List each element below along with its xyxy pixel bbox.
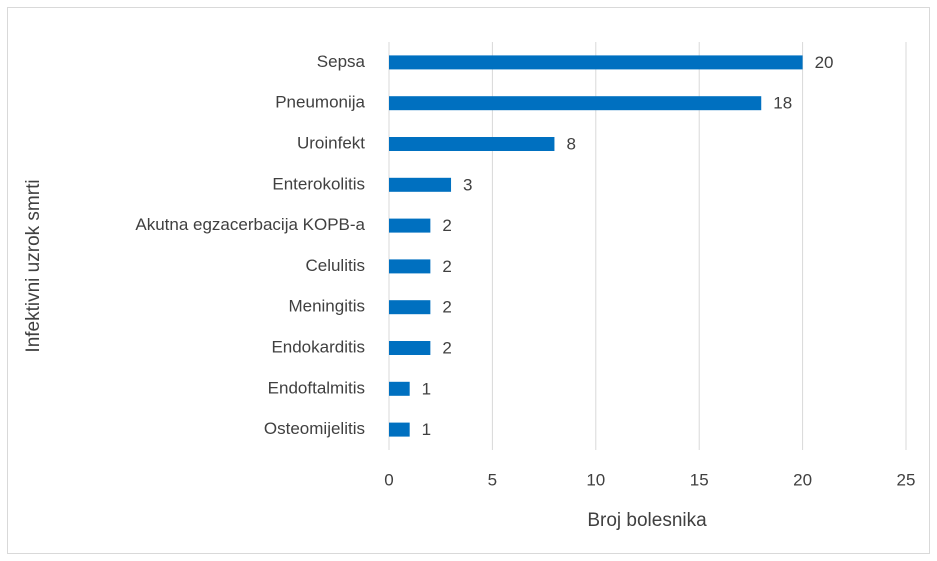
bar <box>389 96 762 111</box>
value-label: 1 <box>422 420 431 439</box>
chart-border <box>7 7 930 554</box>
y-tick-label: Endoftalmitis <box>268 378 365 397</box>
value-label: 8 <box>566 134 575 153</box>
y-tick-label: Pneumonija <box>275 93 365 112</box>
y-tick-label: Endokarditis <box>271 337 365 356</box>
value-label: 3 <box>463 175 472 194</box>
y-tick-label: Uroinfekt <box>297 133 365 152</box>
x-tick-label: 25 <box>897 470 916 489</box>
bar <box>389 55 803 70</box>
value-label: 2 <box>442 257 451 276</box>
value-label: 1 <box>422 379 431 398</box>
bar <box>389 259 431 274</box>
bar <box>389 300 431 315</box>
value-label: 18 <box>773 94 792 113</box>
x-tick-label: 0 <box>384 470 393 489</box>
y-tick-label: Akutna egzacerbacija KOPB-a <box>135 215 365 234</box>
bar <box>389 381 410 396</box>
value-label: 20 <box>815 53 834 72</box>
y-tick-label: Celulitis <box>305 256 365 275</box>
y-tick-label: Enterokolitis <box>272 174 365 193</box>
bar <box>389 341 431 355</box>
y-axis-label: Infektivni uzrok smrti <box>23 179 44 352</box>
bar <box>389 422 410 437</box>
x-tick-label: 5 <box>488 470 497 489</box>
value-label: 2 <box>442 298 451 317</box>
value-label: 2 <box>442 216 451 235</box>
value-label: 2 <box>442 338 451 357</box>
y-tick-label: Osteomijelitis <box>264 419 365 438</box>
x-tick-label: 20 <box>793 470 812 489</box>
x-tick-label: 10 <box>586 470 605 489</box>
x-tick-label: 15 <box>690 470 709 489</box>
bar <box>389 137 555 151</box>
x-axis-label: Broj bolesnika <box>587 510 707 531</box>
bar <box>389 218 431 233</box>
bar <box>389 177 452 192</box>
y-tick-label: Meningitis <box>288 297 365 316</box>
y-tick-label: Sepsa <box>317 52 366 71</box>
